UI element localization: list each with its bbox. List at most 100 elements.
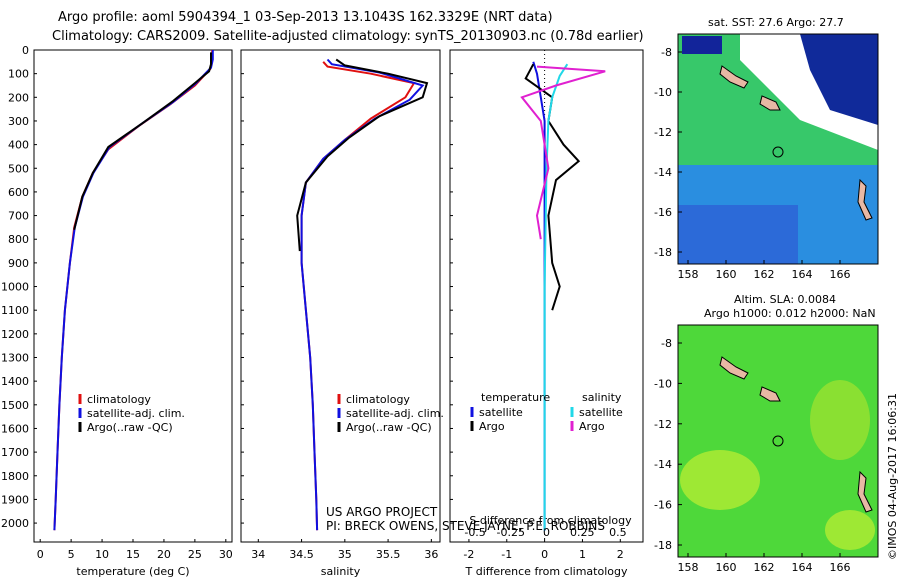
legend-entry: satellite-adj. clim. bbox=[87, 407, 185, 420]
lat-tick-label: -12 bbox=[654, 126, 672, 139]
difference-x-axis-label: T difference from climatology bbox=[465, 565, 628, 578]
lon-tick-label: 160 bbox=[716, 561, 737, 574]
depth-tick-label: 1100 bbox=[1, 304, 29, 317]
legend-entry: Argo(..raw -QC) bbox=[346, 421, 432, 434]
temperature-x-tick-label: 30 bbox=[219, 548, 233, 561]
legend-entry: Argo bbox=[579, 420, 605, 433]
lat-tick-label: -12 bbox=[654, 418, 672, 431]
depth-tick-label: 700 bbox=[8, 210, 29, 223]
imos-timestamp: ©IMOS 04-Aug-2017 16:06:31 bbox=[886, 393, 899, 560]
sst-warm-region bbox=[800, 34, 878, 125]
temperature-x-tick-label: 10 bbox=[95, 548, 109, 561]
sla-high-patch bbox=[825, 510, 875, 550]
depth-tick-label: 300 bbox=[8, 115, 29, 128]
lat-tick-label: -8 bbox=[661, 46, 672, 59]
sla-island bbox=[759, 386, 781, 402]
difference-top-tick-label: 0 bbox=[543, 526, 550, 539]
sst-map-title: sat. SST: 27.6 Argo: 27.7 bbox=[708, 16, 844, 29]
lon-tick-label: 164 bbox=[792, 561, 813, 574]
lat-tick-label: -18 bbox=[654, 539, 672, 552]
pi-credit: PI: BRECK OWENS, STEVE JAYNE, P.E. ROBBI… bbox=[326, 519, 605, 533]
depth-tick-label: 1400 bbox=[1, 375, 29, 388]
legend-entry: satellite bbox=[479, 406, 523, 419]
lat-tick-label: -10 bbox=[654, 86, 672, 99]
legend-entry: satellite bbox=[579, 406, 623, 419]
salinity-x-tick-label: 34 bbox=[251, 548, 265, 561]
difference-plot-frame bbox=[449, 49, 644, 543]
temperature-x-tick-label: 15 bbox=[126, 548, 140, 561]
temperature-x-tick-label: 25 bbox=[188, 548, 202, 561]
salinity-x-tick-label: 35 bbox=[338, 548, 352, 561]
lon-tick-label: 166 bbox=[830, 268, 851, 281]
sla-high-patch bbox=[680, 450, 760, 510]
title-line-2: Climatology: CARS2009. Satellite-adjuste… bbox=[52, 29, 644, 44]
project-credit: US ARGO PROJECT bbox=[326, 505, 438, 519]
difference-x-tick-label: 1 bbox=[579, 548, 586, 561]
sla-map-title-1: Altim. SLA: 0.0084 bbox=[734, 293, 837, 306]
difference-top-axis-label: S difference from climatology bbox=[469, 514, 632, 527]
lon-tick-label: 162 bbox=[754, 268, 775, 281]
sla-map: -8 -10 -12 -14 -16 -18 158 160 162 164 166 bbox=[654, 324, 879, 574]
salinity-series-1 bbox=[300, 58, 425, 531]
legend-entry: Argo bbox=[479, 420, 505, 433]
temperature-series-2 bbox=[73, 52, 212, 231]
difference-series-1 bbox=[524, 63, 581, 311]
argo-float-marker bbox=[772, 435, 784, 447]
sst-warm-patch bbox=[682, 36, 722, 54]
depth-tick-label: 400 bbox=[8, 139, 29, 152]
difference-top-tick-label: 0.25 bbox=[570, 526, 595, 539]
argo-float-marker bbox=[772, 146, 784, 158]
salinity-x-tick-label: 35.5 bbox=[376, 548, 401, 561]
difference-top-tick-label: 0.5 bbox=[609, 526, 627, 539]
depth-tick-label: 1700 bbox=[1, 446, 29, 459]
sst-map-frame bbox=[677, 33, 879, 265]
difference-series-3 bbox=[520, 65, 606, 240]
lat-tick-label: -16 bbox=[654, 499, 672, 512]
temperature-series-0 bbox=[53, 50, 214, 531]
lat-tick-label: -16 bbox=[654, 206, 672, 219]
sla-high-patch bbox=[810, 380, 870, 460]
lon-tick-label: 166 bbox=[830, 561, 851, 574]
sst-island bbox=[759, 95, 781, 111]
legend-salinity-title: salinity bbox=[582, 391, 622, 404]
depth-tick-label: 100 bbox=[8, 68, 29, 81]
sst-map: -8 -10 -12 -14 -16 -18 158 160 162 164 166 bbox=[654, 33, 879, 281]
sst-island bbox=[719, 65, 749, 89]
temperature-x-tick-label: 20 bbox=[157, 548, 171, 561]
salinity-x-tick-label: 34.5 bbox=[289, 548, 314, 561]
lon-tick-label: 162 bbox=[754, 561, 775, 574]
depth-tick-label: 200 bbox=[8, 91, 29, 104]
depth-tick-label: 800 bbox=[8, 233, 29, 246]
temperature-x-tick-label: 5 bbox=[68, 548, 75, 561]
depth-tick-label: 1200 bbox=[1, 328, 29, 341]
depth-tick-label: 1600 bbox=[1, 422, 29, 435]
difference-top-tick-label: -0.5 bbox=[464, 526, 485, 539]
legend-entry: Argo(..raw -QC) bbox=[87, 421, 173, 434]
depth-tick-label: 0 bbox=[22, 44, 29, 57]
depth-tick-label: 600 bbox=[8, 186, 29, 199]
temperature-plot-frame bbox=[33, 49, 233, 543]
difference-x-tick-label: -1 bbox=[501, 548, 512, 561]
sla-map-title-2: Argo h1000: 0.012 h2000: NaN bbox=[704, 307, 876, 320]
legend-entry: climatology bbox=[346, 393, 410, 406]
sst-island bbox=[857, 178, 873, 221]
difference-x-tick-label: 2 bbox=[617, 548, 624, 561]
depth-tick-label: 500 bbox=[8, 162, 29, 175]
depth-tick-label: 1900 bbox=[1, 493, 29, 506]
difference-top-tick-label: -0.25 bbox=[497, 526, 525, 539]
lon-tick-label: 158 bbox=[678, 268, 699, 281]
difference-x-tick-label: 0 bbox=[541, 548, 548, 561]
salinity-series-2 bbox=[296, 58, 429, 252]
salinity-x-axis-label: salinity bbox=[321, 565, 361, 578]
temperature-x-axis-label: temperature (deg C) bbox=[76, 565, 189, 578]
salinity-plot-frame bbox=[240, 49, 441, 543]
difference-x-tick-label: -2 bbox=[463, 548, 474, 561]
depth-tick-label: 900 bbox=[8, 257, 29, 270]
lon-tick-label: 160 bbox=[716, 268, 737, 281]
difference-series-2 bbox=[543, 63, 569, 531]
legend-temperature-title: temperature bbox=[481, 391, 550, 404]
sla-island bbox=[857, 470, 873, 513]
temperature-x-tick-label: 0 bbox=[37, 548, 44, 561]
depth-tick-label: 1800 bbox=[1, 470, 29, 483]
